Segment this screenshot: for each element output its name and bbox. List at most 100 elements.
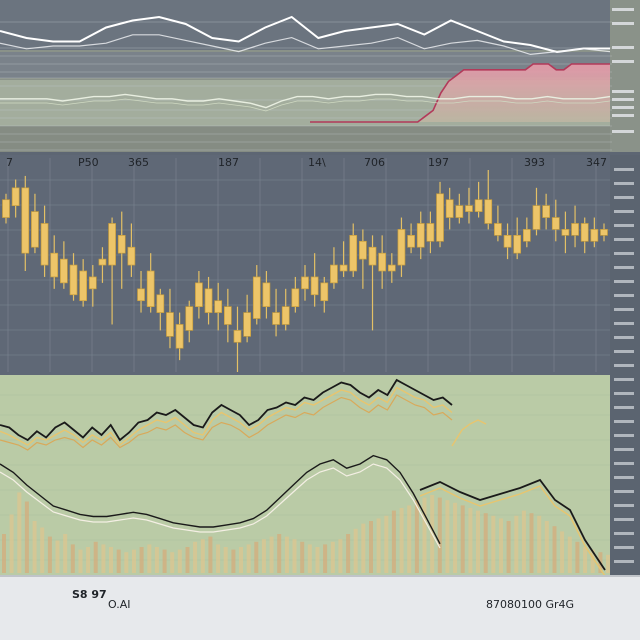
volume-bar — [254, 541, 259, 573]
candle-body — [11, 187, 20, 206]
candle — [600, 223, 608, 242]
candle — [580, 217, 589, 254]
candle — [551, 199, 560, 242]
candle — [146, 253, 155, 313]
right-axis-tick — [614, 280, 634, 283]
candle — [378, 235, 387, 289]
volume-bar — [338, 539, 343, 573]
volume-bar — [170, 552, 175, 573]
candle — [88, 265, 97, 307]
volume-bar — [567, 536, 572, 573]
right-axis-tick — [614, 420, 634, 423]
candle-body — [436, 193, 444, 242]
volume-bar — [407, 505, 412, 573]
candlestick-series — [2, 170, 608, 372]
volume-bar — [399, 508, 404, 573]
candle — [60, 241, 68, 289]
volume-bar — [468, 508, 473, 573]
candle-body — [233, 330, 242, 343]
candle-body — [484, 199, 493, 224]
candle-body — [397, 229, 406, 266]
top-axis-tick — [612, 114, 634, 117]
candle-body — [513, 235, 522, 254]
candle-body — [320, 282, 329, 302]
volume-bar — [231, 549, 236, 573]
mid-series-group — [0, 93, 611, 112]
candle-body — [387, 264, 396, 272]
candle-tick-label: 365 — [128, 156, 149, 169]
candle-grid — [0, 158, 610, 372]
lower-series-line — [0, 394, 453, 451]
candle — [31, 193, 39, 254]
right-axis-tick — [614, 476, 634, 479]
volume-bar — [376, 518, 381, 573]
volume-bar — [154, 547, 159, 573]
volume-bar — [101, 544, 106, 573]
candle-body — [339, 264, 348, 272]
candle — [513, 217, 522, 260]
candle-body — [349, 235, 358, 272]
lower-series-line — [0, 386, 453, 447]
volume-bar — [277, 534, 282, 573]
top-strip-4 — [0, 126, 610, 152]
candle — [204, 276, 213, 325]
right-axis-tick — [614, 182, 634, 185]
top-axis-tick — [612, 106, 634, 109]
volume-bar — [391, 510, 396, 573]
mid-series-line-2 — [0, 98, 611, 112]
candle — [98, 247, 107, 283]
volume-bar — [109, 547, 113, 573]
candle-body — [40, 223, 49, 266]
volume-bar — [223, 547, 228, 573]
volume-bar — [55, 540, 60, 573]
candle — [542, 193, 550, 230]
right-axis-tick — [614, 350, 634, 353]
volume-bar — [2, 534, 6, 573]
top-series-group — [0, 15, 611, 56]
right-axis-tick — [614, 336, 634, 339]
volume-bar — [499, 518, 503, 573]
volume-bar — [292, 539, 297, 573]
candle — [320, 276, 329, 313]
candle — [387, 253, 396, 283]
candle-body — [474, 199, 483, 212]
volume-bar — [460, 505, 465, 573]
volume-bar — [47, 536, 52, 573]
candle — [301, 265, 309, 301]
candle — [21, 175, 30, 271]
candle-body — [272, 312, 280, 325]
candle-body — [301, 276, 309, 290]
volume-bar — [284, 536, 289, 573]
candle-body — [571, 223, 579, 236]
lower-series-group — [0, 378, 606, 577]
top-axis-tick — [612, 90, 634, 93]
footer-label-right: 87080100 Gr4G — [486, 598, 574, 611]
right-axis-tick — [614, 434, 634, 437]
right-axis-tick — [614, 238, 634, 241]
candle-body — [600, 229, 608, 236]
volume-bar — [514, 515, 519, 573]
top-axis-tick — [612, 60, 634, 63]
candle-body — [310, 276, 319, 296]
candle-body — [156, 294, 165, 313]
candle — [455, 193, 464, 224]
candle-body — [31, 211, 39, 248]
footer-strip — [0, 575, 640, 640]
volume-bar — [544, 521, 549, 573]
right-axis-tick — [614, 490, 634, 493]
candle-tick-label: 197 — [428, 156, 449, 169]
candle — [11, 179, 20, 218]
volume-bar — [506, 521, 511, 573]
candle-body — [522, 229, 531, 242]
candle — [252, 265, 261, 325]
top-series-line-2 — [0, 34, 611, 56]
volume-bar — [200, 539, 205, 573]
lower-series-right-2 — [419, 485, 606, 577]
candle-body — [291, 288, 300, 307]
top-axis-tick — [612, 46, 634, 49]
candle — [69, 253, 78, 301]
candle-body — [532, 205, 541, 230]
volume-bar — [353, 528, 358, 573]
volume-bar — [606, 554, 610, 573]
